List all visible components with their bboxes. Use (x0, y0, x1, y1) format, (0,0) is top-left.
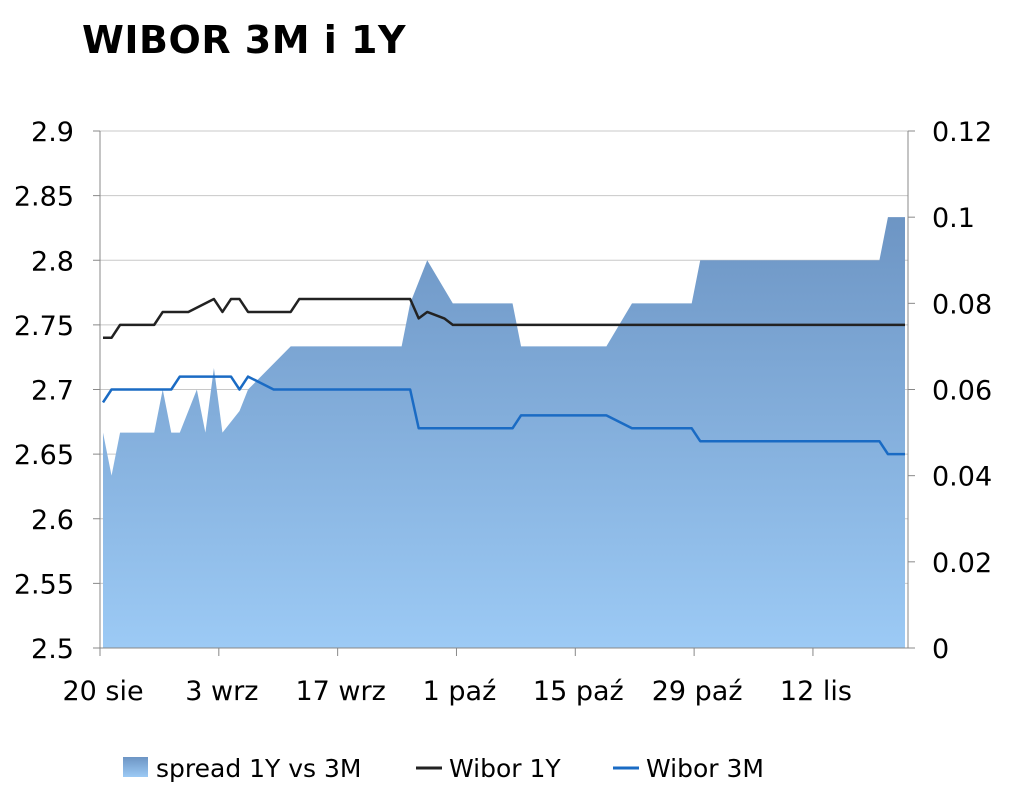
x-tick-label: 3 wrz (185, 676, 258, 707)
y-right-tick-label: 0.06 (932, 376, 992, 407)
y-left-tick-label: 2.7 (31, 376, 74, 407)
legend-label: Wibor 3M (646, 754, 764, 783)
y-left-tick-label: 2.55 (14, 569, 74, 600)
y-right-tick-label: 0.12 (932, 117, 992, 148)
spread-area (103, 217, 905, 648)
legend-label: Wibor 1Y (449, 754, 561, 783)
x-tick-label: 12 lis (780, 676, 852, 707)
series-layer (101, 217, 905, 648)
y-right-tick-label: 0 (932, 634, 949, 665)
y-left-tick-label: 2.85 (14, 182, 74, 213)
x-tick-label: 15 paź (533, 676, 624, 707)
x-tick-label: 17 wrz (295, 676, 385, 707)
y-right-tick-label: 0.04 (932, 462, 992, 493)
chart-title: WIBOR 3M i 1Y (82, 18, 407, 62)
wibor-3m-line (101, 375, 905, 456)
y-right-tick-label: 0.02 (932, 548, 992, 579)
y-left-tick-label: 2.9 (31, 117, 74, 148)
legend: spread 1Y vs 3M Wibor 1Y Wibor 3M (123, 754, 764, 783)
y-left-tick-label: 2.6 (31, 505, 74, 536)
legend-label: spread 1Y vs 3M (156, 754, 362, 783)
x-tick-label: 29 paź (652, 676, 743, 707)
axes: 2.5 2.55 2.6 2.65 2.7 2.75 2.8 2.85 2.9 0 0.02 0.04… (14, 117, 992, 707)
y-left-tick-label: 2.75 (14, 311, 74, 342)
wibor-1y-line (103, 297, 905, 340)
y-left-tick-label: 2.65 (14, 440, 74, 471)
y-right-tick-label: 0.1 (932, 203, 975, 234)
y-right-tick-label: 0.08 (932, 289, 992, 320)
x-tick-label: 20 sie (62, 676, 143, 707)
y-left-tick-label: 2.8 (31, 246, 74, 277)
x-tick-label: 1 paź (423, 676, 497, 707)
y-left-tick-label: 2.5 (31, 634, 74, 665)
legend-swatch-spread (123, 757, 148, 777)
